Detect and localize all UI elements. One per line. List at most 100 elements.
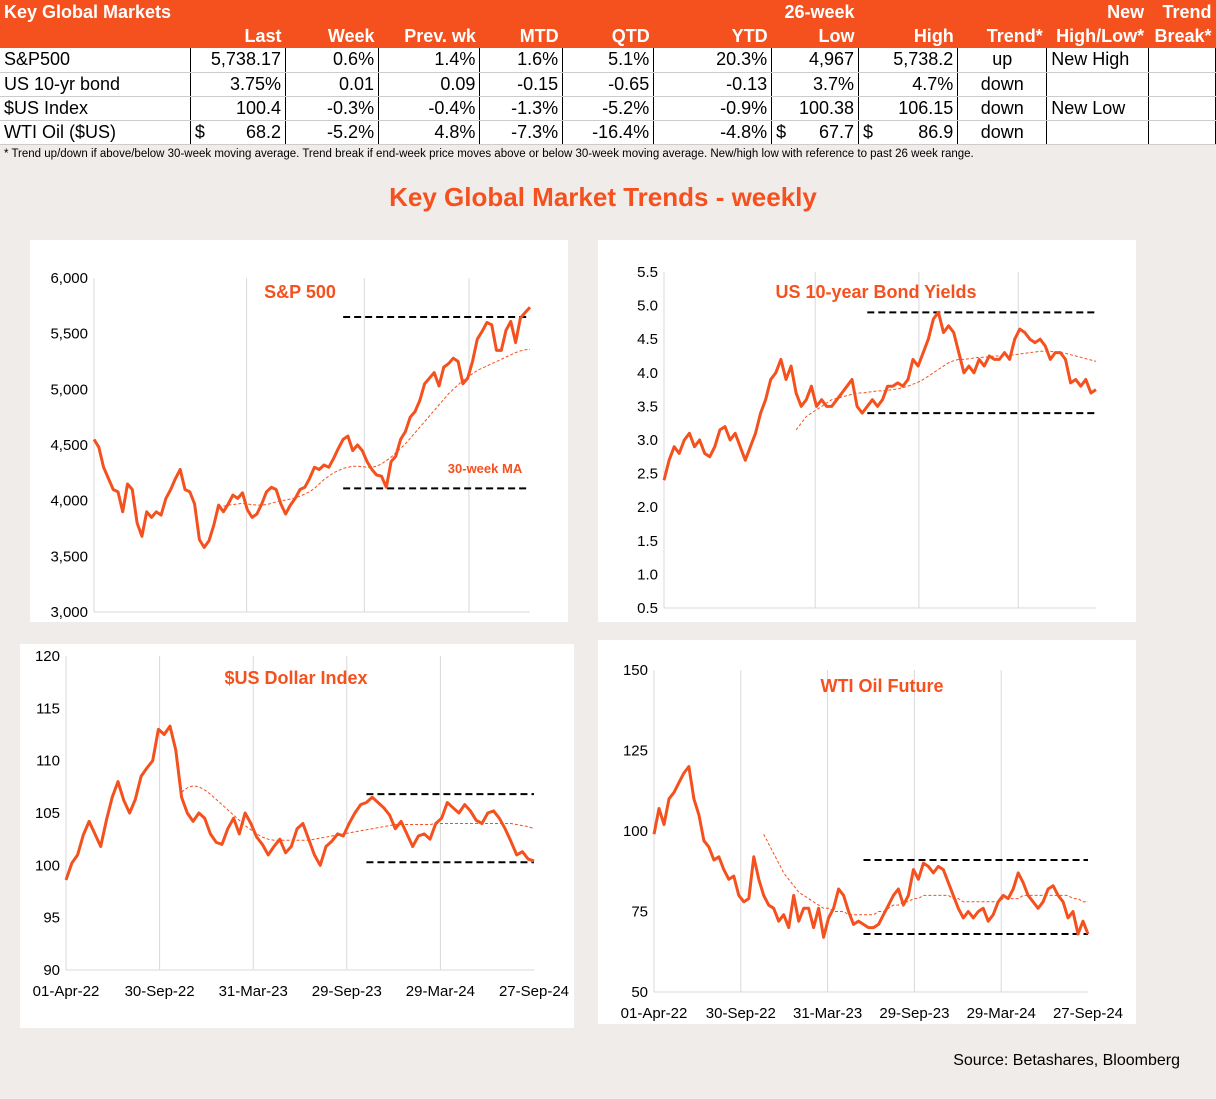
cell-trend: down <box>957 120 1048 145</box>
cell-new-high-low: New Low <box>1046 96 1149 121</box>
y-tick-label: 115 <box>36 700 60 717</box>
row-name: $US Index <box>0 96 191 121</box>
y-tick-label: 6,000 <box>50 270 88 287</box>
cell-low: 4,967 <box>771 48 860 73</box>
y-tick-label: 150 <box>623 662 648 679</box>
cell-qtd: -16.4% <box>562 120 655 145</box>
cell-value: 4,967 <box>808 49 855 70</box>
cell-value: 86.9 <box>918 121 954 142</box>
sp500-chart-panel: 3,000 3,500 4,000 4,500 5,000 5,500 6,000 S&P 5… <box>30 240 568 622</box>
y-tick-label: 75 <box>631 904 648 921</box>
y-tick-label: 125 <box>623 743 648 760</box>
bond-yield-chart-panel: 0.5 1.0 1.5 2.0 2.5 3.0 3.5 4.0 4.5 5.0 5.5 US 10-y… <box>598 240 1136 622</box>
cell-mtd: -1.3% <box>479 96 564 121</box>
table-header-top: Key Global Markets 26-week New Trend <box>0 0 1216 24</box>
bond-yield-chart: 0.5 1.0 1.5 2.0 2.5 3.0 3.5 4.0 4.5 5.0 5.5 US 10-y… <box>637 264 1097 617</box>
ma-annotation: 30-week MA <box>448 461 523 476</box>
usd-index-chart: 90 95 100 105 110 115 120 01-Apr-22 30-Sep-22 31-… <box>33 648 569 1000</box>
cell-mtd: 1.6% <box>479 48 564 73</box>
y-tick-label: 105 <box>35 805 60 822</box>
x-tick-label: 29-Mar-24 <box>406 983 475 1000</box>
cell-last: $68.2 <box>190 120 286 145</box>
x-tick-label: 27-Sep-24 <box>499 983 569 1000</box>
header-26week: 26-week <box>784 2 855 22</box>
y-tick-label: 0.5 <box>637 600 658 617</box>
cell-value: 106.15 <box>898 97 954 118</box>
cell-high: 106.15 <box>858 96 959 121</box>
cell-high: 4.7% <box>858 72 959 97</box>
y-tick-label: 4,500 <box>50 437 88 454</box>
cell-value: 4.7% <box>912 73 954 94</box>
y-tick-label: 4.5 <box>637 331 658 348</box>
cell-break <box>1148 72 1216 97</box>
cell-break <box>1148 48 1216 73</box>
y-tick-label: 1.0 <box>637 566 658 583</box>
cell-prev-wk: 4.8% <box>378 120 481 145</box>
header-break: Break* <box>1154 26 1212 46</box>
chart-title: WTI Oil Future <box>821 676 944 696</box>
header-last: Last <box>244 26 282 46</box>
moving-average-line <box>763 833 1088 916</box>
cell-low: 3.7% <box>771 72 860 97</box>
sp500-chart: 3,000 3,500 4,000 4,500 5,000 5,500 6,000 S&P 5… <box>50 270 532 621</box>
source-note: Source: Betashares, Bloomberg <box>953 1052 1180 1069</box>
oil-chart-panel: 50 75 100 125 150 01-Apr-22 30-Sep-22 31-Mar-23… <box>598 640 1136 1024</box>
x-tick-label: 30-Sep-22 <box>706 1005 776 1022</box>
header-high: High <box>913 26 954 46</box>
cell-trend: down <box>957 72 1048 97</box>
cell-high: $86.9 <box>858 120 959 145</box>
x-tick-label: 29-Mar-24 <box>967 1005 1036 1022</box>
x-tick-label: 29-Sep-23 <box>312 983 382 1000</box>
header-low: Low <box>818 26 855 46</box>
oil-chart: 50 75 100 125 150 01-Apr-22 30-Sep-22 31-Mar-23… <box>621 662 1123 1022</box>
moving-average-line <box>218 348 531 508</box>
chart-title: S&P 500 <box>264 282 336 302</box>
cell-new-high-low <box>1046 120 1149 145</box>
row-name: S&P500 <box>0 48 191 73</box>
header-mtd: MTD <box>519 26 559 46</box>
x-tick-label: 29-Sep-23 <box>879 1005 949 1022</box>
cell-value: 5,738.17 <box>210 49 281 70</box>
x-tick-label: 27-Sep-24 <box>1053 1005 1123 1022</box>
y-tick-label: 3,500 <box>50 548 88 565</box>
y-tick-label: 95 <box>43 910 60 927</box>
cell-trend: down <box>957 96 1048 121</box>
y-tick-label: 1.5 <box>637 533 658 550</box>
cell-qtd: -5.2% <box>562 96 655 121</box>
y-tick-label: 5.5 <box>637 264 658 281</box>
header-new-high-low: High/Low* <box>1056 26 1145 46</box>
currency-sign: $ <box>776 121 787 142</box>
y-tick-label: 100 <box>35 857 60 874</box>
cell-week: 0.6% <box>285 48 380 73</box>
price-line <box>64 724 535 881</box>
y-tick-label: 50 <box>631 984 648 1001</box>
header-week: Week <box>327 26 375 46</box>
table-row: WTI Oil ($US) $68.2 -5.2% 4.8% -7.3% -16.4% -4… <box>0 120 1216 145</box>
cell-value: 100.38 <box>798 97 855 118</box>
currency-sign: $ <box>863 121 874 142</box>
usd-index-chart-panel: 90 95 100 105 110 115 120 01-Apr-22 30-Sep-22 31-… <box>20 644 574 1028</box>
table-title: Key Global Markets <box>4 2 172 22</box>
cell-trend: up <box>957 48 1048 73</box>
cell-low: 100.38 <box>771 96 860 121</box>
y-tick-label: 2.0 <box>637 499 658 516</box>
cell-prev-wk: 1.4% <box>378 48 481 73</box>
cell-last: 3.75% <box>190 72 286 97</box>
cell-week: -0.3% <box>285 96 380 121</box>
cell-qtd: -0.65 <box>562 72 655 97</box>
cell-qtd: 5.1% <box>562 48 655 73</box>
currency-sign: $ <box>194 121 205 142</box>
x-tick-label: 31-Mar-23 <box>793 1005 862 1022</box>
y-tick-label: 90 <box>43 962 60 979</box>
price-line <box>662 310 1097 481</box>
chart-title: US 10-year Bond Yields <box>775 282 976 302</box>
price-line <box>652 765 1090 939</box>
x-tick-label: 01-Apr-22 <box>621 1005 688 1022</box>
header-new: New <box>1107 2 1145 22</box>
y-tick-label: 5.0 <box>637 298 658 315</box>
y-tick-label: 5,000 <box>50 381 88 398</box>
x-tick-label: 30-Sep-22 <box>125 983 195 1000</box>
table-footnote: * Trend up/down if above/below 30-week m… <box>4 148 974 160</box>
cell-low: $67.7 <box>771 120 860 145</box>
cell-high: 5,738.2 <box>858 48 959 73</box>
